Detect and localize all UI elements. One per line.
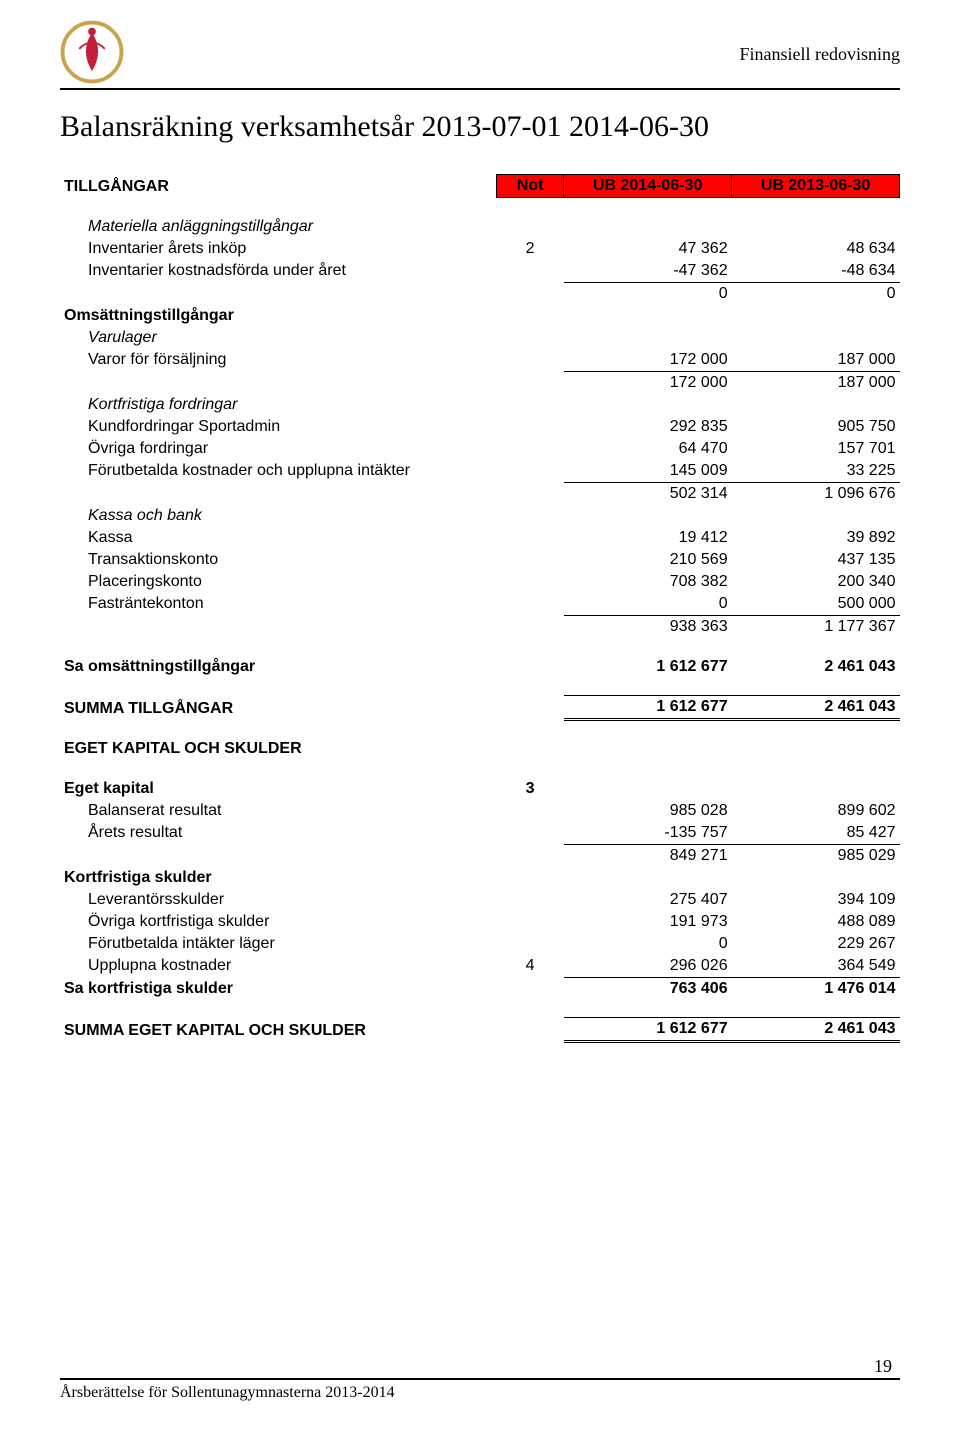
row-inventarier-inkop: Inventarier årets inköp 2 47 362 48 634 — [60, 238, 900, 260]
row-inventarier-kostnad: Inventarier kostnadsförda under året -47… — [60, 260, 900, 283]
subheading-kassa-bank: Kassa och bank — [60, 505, 497, 527]
page-footer: 19 Årsberättelse för Sollentunagymnaster… — [60, 1378, 900, 1402]
row-ovriga-kf-skulder: Övriga kortfristiga skulder 191 973 488 … — [60, 911, 900, 933]
row-kundfordringar: Kundfordringar Sportadmin 292 835 905 75… — [60, 416, 900, 438]
page-header: Finansiell redovisning — [60, 20, 900, 90]
row-summa-eget-kapital-skulder: SUMMA EGET KAPITAL OCH SKULDER 1 612 677… — [60, 1018, 900, 1042]
section-tillgangar: TILLGÅNGAR — [60, 175, 497, 198]
row-eget-kapital-head: Eget kapital 3 — [60, 778, 900, 800]
subheading-varulager: Varulager — [60, 327, 497, 349]
logo — [60, 20, 124, 84]
balance-sheet-table: TILLGÅNGAR Not UB 2014-06-30 UB 2013-06-… — [60, 174, 900, 1043]
row-placeringskonto: Placeringskonto 708 382 200 340 — [60, 571, 900, 593]
page-title: Balansräkning verksamhetsår 2013-07-01 2… — [60, 110, 900, 144]
row-kassa: Kassa 19 412 39 892 — [60, 527, 900, 549]
row-transaktionskonto: Transaktionskonto 210 569 437 135 — [60, 549, 900, 571]
column-header-row: TILLGÅNGAR Not UB 2014-06-30 UB 2013-06-… — [60, 175, 900, 198]
row-arets-resultat: Årets resultat -135 757 85 427 — [60, 822, 900, 845]
row-fastrantekonton: Fasträntekonton 0 500 000 — [60, 593, 900, 616]
page-number: 19 — [874, 1356, 900, 1378]
row-eget-kapital-sum: 849 271 985 029 — [60, 844, 900, 867]
row-fordringar-sum: 502 314 1 096 676 — [60, 482, 900, 505]
row-materiella-sum: 0 0 — [60, 282, 900, 305]
row-sa-omsattning: Sa omsättningstillgångar 1 612 677 2 461… — [60, 656, 900, 678]
col-ub-2014: UB 2014-06-30 — [564, 175, 732, 198]
subheading-materiella: Materiella anläggningstillgångar — [60, 216, 497, 238]
row-leverantorsskulder: Leverantörsskulder 275 407 394 109 — [60, 889, 900, 911]
subheading-kortfr-ford: Kortfristiga fordringar — [60, 394, 497, 416]
row-summa-tillgangar: SUMMA TILLGÅNGAR 1 612 677 2 461 043 — [60, 696, 900, 720]
page: Finansiell redovisning Balansräkning ver… — [0, 0, 960, 1430]
club-logo-icon — [60, 20, 124, 84]
row-forutbetalda-intakter: Förutbetalda intäkter läger 0 229 267 — [60, 933, 900, 955]
row-forutbetalda-kost: Förutbetalda kostnader och upplupna intä… — [60, 460, 900, 483]
section-kortfristiga-skulder: Kortfristiga skulder — [60, 867, 497, 889]
row-kassa-sum: 938 363 1 177 367 — [60, 615, 900, 638]
v2: 48 634 — [732, 238, 900, 260]
label: Inventarier årets inköp — [60, 238, 497, 260]
footer-text: Årsberättelse för Sollentunagymnasterna … — [60, 1384, 395, 1402]
row-varor: Varor för försäljning 172 000 187 000 — [60, 349, 900, 372]
row-upplupna-kostnader: Upplupna kostnader 4 296 026 364 549 — [60, 955, 900, 978]
section-omsattning: Omsättningstillgångar — [60, 305, 497, 327]
row-ovriga-fordringar: Övriga fordringar 64 470 157 701 — [60, 438, 900, 460]
col-ub-2013: UB 2013-06-30 — [732, 175, 900, 198]
col-not: Not — [497, 175, 564, 198]
row-sa-kortfristiga-skulder: Sa kortfristiga skulder 763 406 1 476 01… — [60, 977, 900, 1000]
row-varulager-sum: 172 000 187 000 — [60, 371, 900, 394]
section-eget-kapital-skulder: EGET KAPITAL OCH SKULDER — [60, 738, 497, 760]
not: 2 — [497, 238, 564, 260]
header-section-label: Finansiell redovisning — [740, 20, 901, 65]
v1: 47 362 — [564, 238, 732, 260]
row-balanserat-resultat: Balanserat resultat 985 028 899 602 — [60, 800, 900, 822]
